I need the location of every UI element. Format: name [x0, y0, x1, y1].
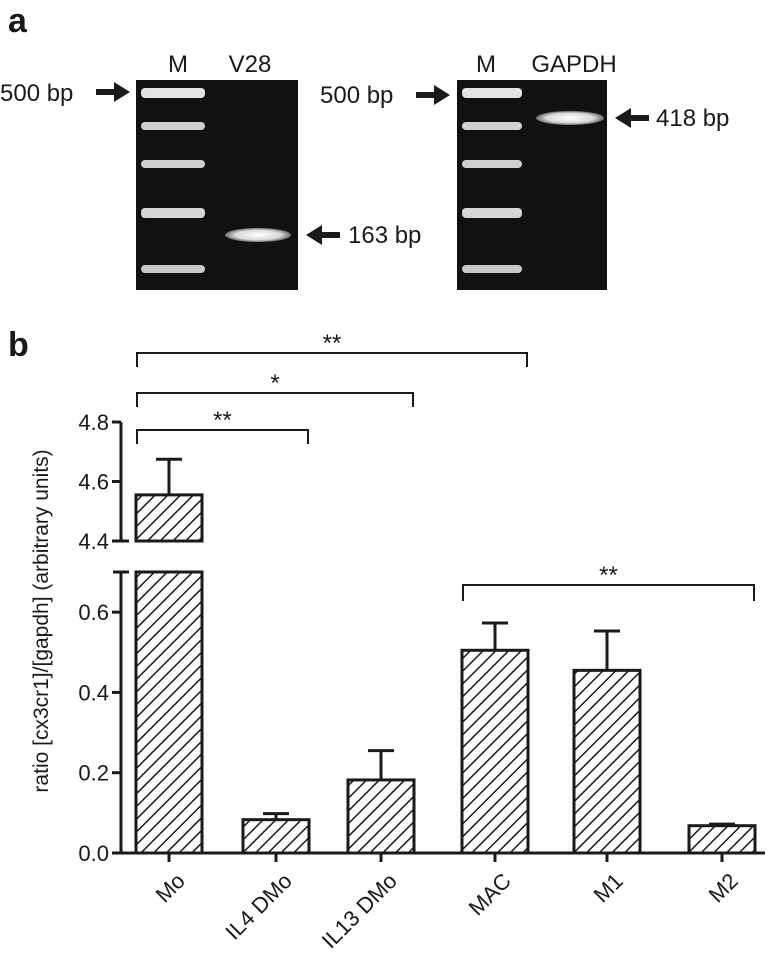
y-tick-label: 0.4	[78, 680, 109, 705]
gel-left-band-label: 163 bp	[348, 222, 421, 249]
bar	[346, 778, 416, 855]
arrow-right-icon	[416, 85, 450, 105]
significance-label: **	[323, 330, 342, 357]
chart-categories: Mo IL4 DMo IL13 DMo MAC M1 M2	[151, 868, 743, 953]
gel-left-lane-v28: V28	[229, 51, 272, 78]
bar	[241, 818, 311, 855]
y-tick-label: 0.2	[78, 761, 109, 786]
arrow-left-icon	[306, 225, 340, 245]
bar	[134, 493, 204, 543]
significance-label: *	[270, 370, 279, 397]
bar	[460, 648, 530, 855]
gel-right: M GAPDH 500 bp 418 bp	[320, 51, 729, 290]
significance-bracket	[462, 584, 755, 601]
chart-ticks: 0.0 0.2 0.4 0.6 4.4 4.6 4.8	[78, 410, 724, 866]
panel-a-letter: a	[8, 2, 28, 40]
category-label: M2	[704, 868, 743, 907]
category-label: Mo	[151, 868, 190, 907]
chart-significance: *******	[136, 330, 755, 601]
significance-bracket	[136, 352, 528, 367]
gel-right-image	[457, 80, 607, 290]
gel-right-marker-label: 500 bp	[320, 82, 393, 109]
gel-right-lane-gapdh: GAPDH	[531, 51, 616, 78]
gel-left-ladder	[141, 88, 205, 273]
y-tick-label: 4.8	[78, 410, 109, 435]
bar	[572, 668, 642, 855]
category-label: IL13 DMo	[317, 868, 402, 953]
chart-bars	[134, 493, 757, 855]
y-tick-label: 4.6	[78, 470, 109, 495]
gel-left: M V28 500 bp 163 bp	[0, 51, 421, 290]
gel-right-lane-m: M	[476, 51, 496, 78]
arrow-right-icon	[96, 82, 130, 102]
y-tick-label: 4.4	[78, 529, 109, 554]
significance-bracket	[136, 429, 309, 444]
bar	[134, 570, 204, 855]
y-axis-label: ratio [cx3cr1]/[gapdh] (arbitrary units)	[30, 449, 53, 792]
gel-right-band-label: 418 bp	[656, 105, 729, 132]
gel-left-band-163	[225, 228, 291, 242]
arrow-left-icon	[615, 108, 649, 128]
panel-b-letter: b	[8, 326, 29, 364]
category-label: IL4 DMo	[220, 868, 296, 944]
gel-left-marker-label: 500 bp	[0, 80, 73, 107]
category-label: M1	[589, 868, 628, 907]
gel-right-band-418	[536, 111, 604, 125]
gel-right-ladder	[462, 88, 522, 273]
chart-error-bars	[156, 457, 735, 826]
significance-bracket	[136, 392, 414, 407]
category-label: MAC	[464, 868, 516, 920]
bar	[687, 824, 757, 855]
gel-left-lane-m: M	[168, 51, 188, 78]
chart-axes	[113, 422, 765, 855]
y-tick-label: 0.0	[78, 841, 109, 866]
significance-label: **	[213, 407, 232, 434]
y-tick-label: 0.6	[78, 600, 109, 625]
significance-label: **	[599, 562, 618, 589]
gel-left-image	[136, 80, 298, 290]
bar-chart: 0.00.20.40.64.44.64.8 Mo IL4 DMo IL13 DMo M…	[30, 330, 765, 953]
